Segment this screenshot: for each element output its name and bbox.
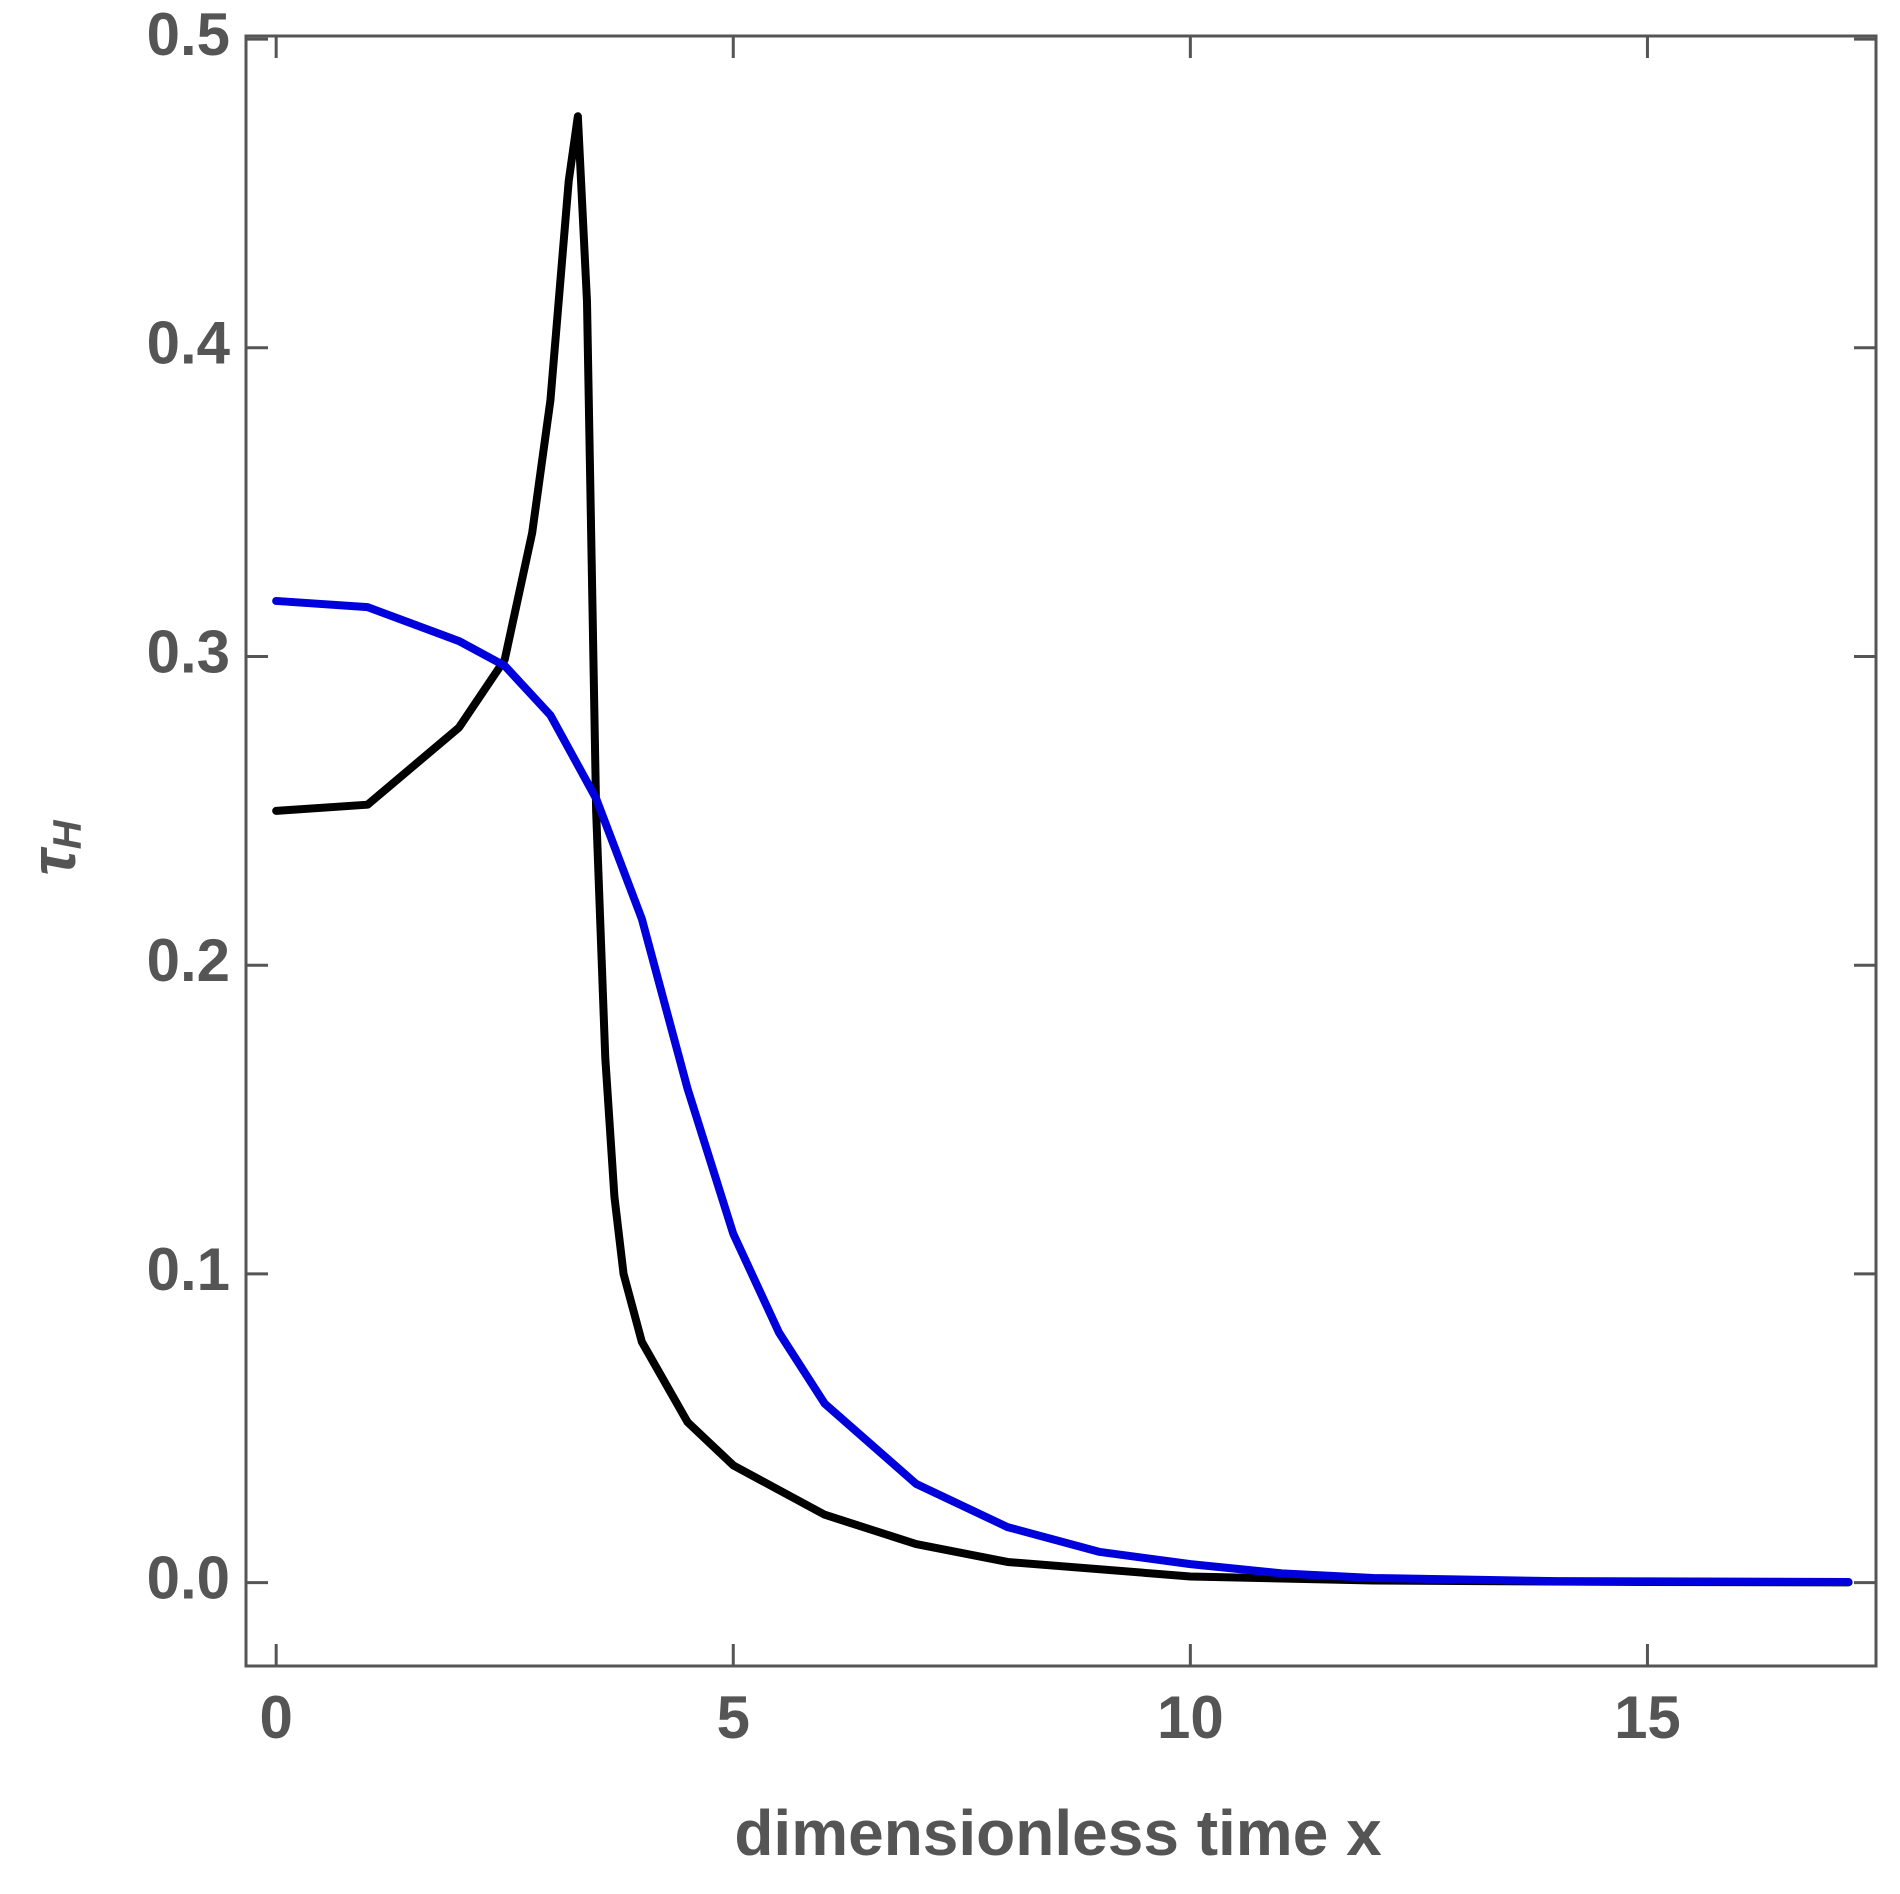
x-axis-label: dimensionless time x: [734, 1797, 1382, 1869]
y-tick-label: 0.0: [147, 1544, 230, 1611]
plot-frame: [244, 34, 1878, 1668]
y-tick-label: 0.5: [147, 1, 230, 68]
y-tick-label: 0.2: [147, 927, 230, 994]
x-tick-label: 15: [1614, 1684, 1681, 1751]
y-tick-label: 0.3: [147, 618, 230, 685]
y-axis-label: τH: [17, 819, 90, 875]
x-tick-label: 5: [717, 1684, 750, 1751]
series-line: [272, 112, 1853, 1587]
series-line: [272, 596, 1853, 1587]
y-label-main: τ: [17, 847, 89, 876]
x-tick-label: 0: [259, 1684, 292, 1751]
x-tick-label: 10: [1157, 1684, 1224, 1751]
y-label-sub: H: [46, 819, 90, 849]
y-tick-label: 0.4: [147, 310, 231, 377]
y-tick-label: 0.1: [147, 1236, 230, 1303]
